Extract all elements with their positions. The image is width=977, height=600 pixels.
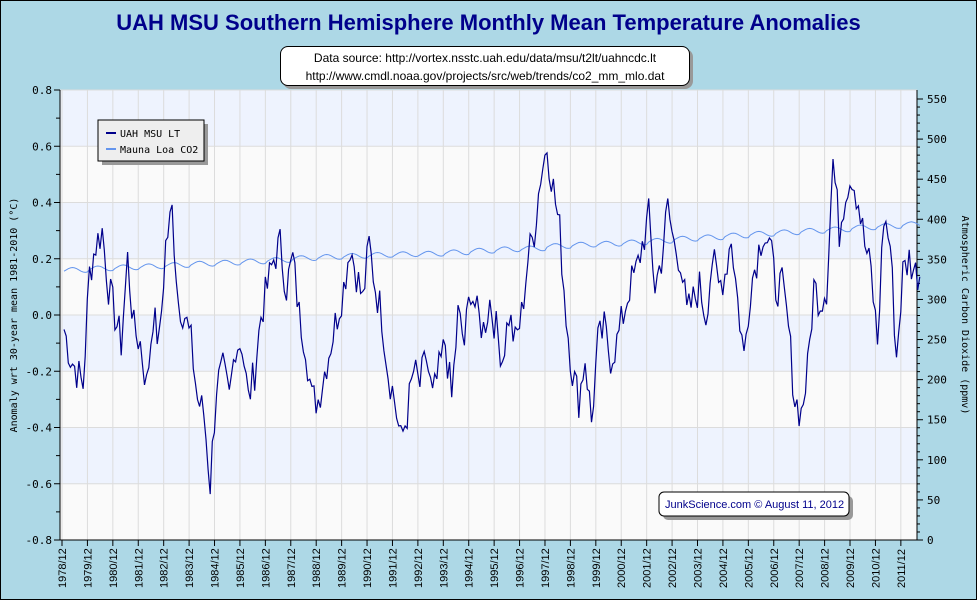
x-tick-label: 2007/12: [794, 548, 806, 588]
grid-band: [60, 427, 917, 484]
x-tick-label: 1994/12: [464, 548, 476, 588]
x-tick-label: 1998/12: [565, 548, 577, 588]
data-source-box: Data source: http://vortex.nsstc.uah.edu…: [280, 46, 690, 86]
x-tick-label: 2001/12: [642, 548, 654, 588]
x-tick-label: 2008/12: [820, 548, 832, 588]
x-tick-label: 1981/12: [133, 548, 145, 588]
y2-tick-label: 250: [927, 334, 947, 347]
source-line-1: Data source: http://vortex.nsstc.uah.edu…: [313, 51, 657, 65]
y2-tick-label: 50: [927, 494, 940, 507]
y-tick-label: 0.6: [32, 140, 52, 153]
x-tick-label: 1996/12: [515, 548, 527, 588]
y-tick-label: -0.6: [26, 478, 53, 491]
y-tick-label: 0.2: [32, 253, 52, 266]
y2-tick-label: 400: [927, 213, 947, 226]
x-tick-label: 1992/12: [413, 548, 425, 588]
x-tick-label: 2004/12: [718, 548, 730, 588]
x-tick-label: 1978/12: [57, 548, 69, 588]
x-tick-label: 1990/12: [362, 548, 374, 588]
y-tick-label: 0.4: [32, 197, 52, 210]
x-tick-label: 2000/12: [616, 548, 628, 588]
legend-label-co2: Mauna Loa CO2: [120, 145, 198, 156]
y-axis-label: Anomaly wrt 30-year mean 1981-2010 (°C): [9, 198, 20, 433]
y2-tick-label: 200: [927, 374, 947, 387]
x-tick-label: 1984/12: [210, 548, 222, 588]
credit-box: [658, 491, 850, 517]
x-tick-label: 2005/12: [743, 548, 755, 588]
grid-band: [60, 371, 917, 428]
chart-title: UAH MSU Southern Hemisphere Monthly Mean…: [116, 10, 861, 35]
x-tick-label: 2003/12: [693, 548, 705, 588]
y-tick-label: -0.4: [26, 422, 53, 435]
x-tick-label: 1986/12: [260, 548, 272, 588]
x-tick-label: 2002/12: [667, 548, 679, 588]
x-tick-label: 1982/12: [159, 548, 171, 588]
x-tick-label: 1987/12: [286, 548, 298, 588]
y2-tick-label: 500: [927, 133, 947, 146]
y2-tick-label: 350: [927, 253, 947, 266]
x-tick-label: 1989/12: [337, 548, 349, 588]
y2-tick-label: 150: [927, 414, 947, 427]
y2-axis-label: Atmospheric Carbon Dioxide (ppmv): [959, 216, 970, 415]
x-tick-label: 2010/12: [870, 548, 882, 588]
x-tick-label: 2011/12: [896, 549, 908, 588]
legend-box: [97, 119, 205, 162]
source-line-2: http://www.cmdl.noaa.gov/projects/src/we…: [305, 69, 665, 83]
y2-tick-label: 300: [927, 293, 947, 306]
x-tick-label: 1999/12: [591, 548, 603, 588]
x-tick-label: 1983/12: [184, 548, 196, 588]
co2-line: [63, 221, 921, 273]
y2-tick-label: 100: [927, 454, 947, 467]
legend-label-uah: UAH MSU LT: [120, 129, 180, 140]
x-tick-label: 1980/12: [108, 548, 120, 588]
x-tick-label: 1997/12: [540, 548, 552, 588]
y-tick-label: 0.8: [32, 84, 52, 97]
uah-msu-lt-line: [63, 151, 921, 495]
x-tick-label: 1995/12: [489, 548, 501, 588]
x-tick-label: 1993/12: [438, 548, 450, 588]
x-tick-label: 1979/12: [82, 548, 94, 588]
x-tick-label: 1988/12: [311, 548, 323, 588]
y-tick-label: -0.8: [26, 534, 53, 547]
y2-tick-label: 450: [927, 173, 947, 186]
credit-text: JunkScience.com © August 11, 2012: [665, 499, 844, 511]
x-tick-label: 2006/12: [769, 548, 781, 588]
y2-tick-label: 0: [927, 534, 934, 547]
y-tick-label: -0.2: [26, 365, 53, 378]
y-tick-label: 0.0: [32, 309, 52, 322]
x-tick-label: 1985/12: [235, 548, 247, 588]
y2-tick-label: 550: [927, 93, 947, 106]
x-tick-label: 1991/12: [387, 548, 399, 588]
x-tick-label: 2009/12: [845, 548, 857, 588]
